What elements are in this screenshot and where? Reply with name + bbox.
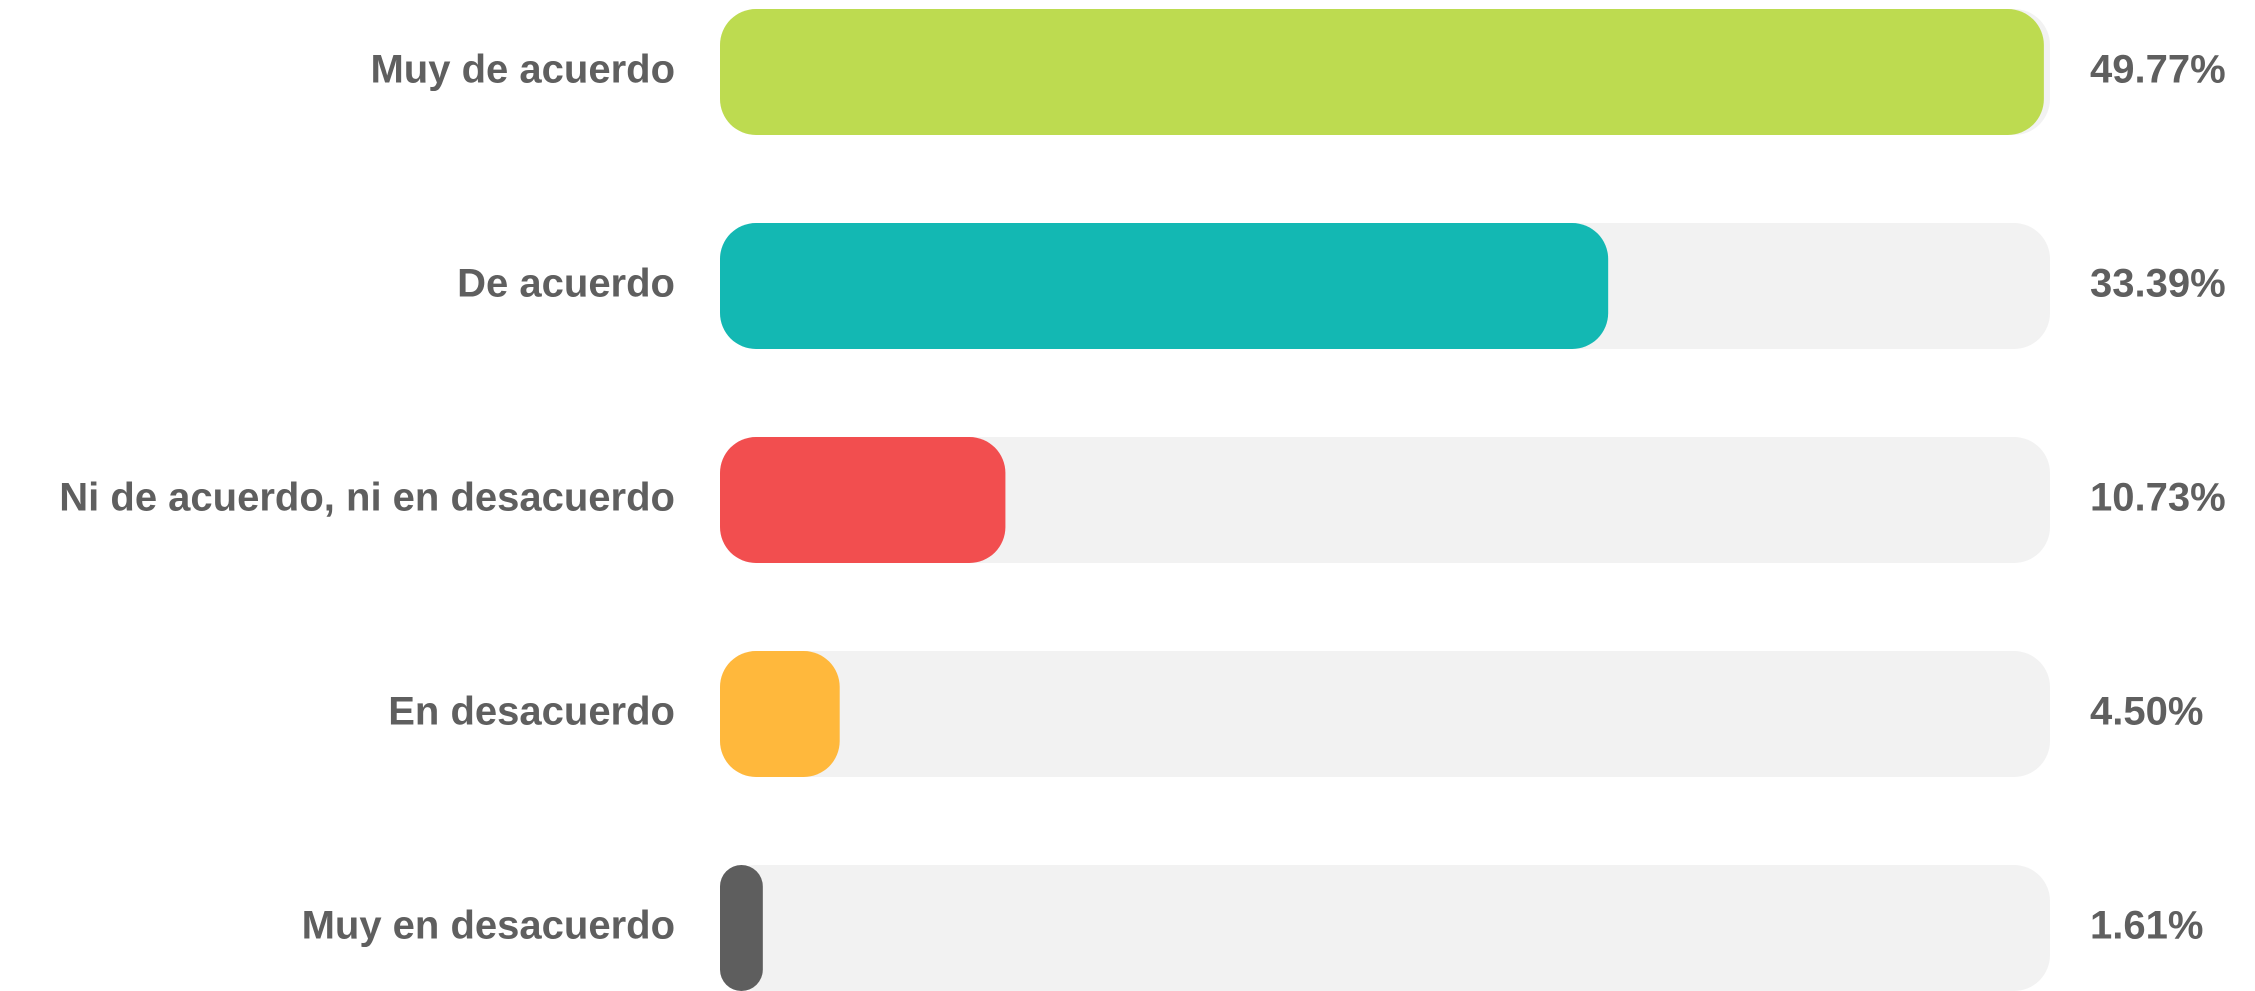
bar — [720, 223, 1609, 349]
category-label: Ni de acuerdo, ni en desacuerdo — [59, 476, 675, 520]
value-label: 10.73% — [2090, 476, 2226, 520]
bar — [720, 437, 1006, 563]
bar-track — [720, 865, 2050, 991]
value-label: 49.77% — [2090, 48, 2226, 92]
bar — [720, 865, 763, 991]
category-label: De acuerdo — [457, 262, 675, 306]
category-label: En desacuerdo — [388, 690, 675, 734]
bar — [720, 9, 2044, 135]
bar — [720, 651, 840, 777]
category-label: Muy en desacuerdo — [302, 904, 675, 948]
category-label: Muy de acuerdo — [370, 48, 675, 92]
value-label: 33.39% — [2090, 262, 2226, 306]
bar-track — [720, 437, 2050, 563]
value-label: 4.50% — [2090, 690, 2203, 734]
value-label: 1.61% — [2090, 904, 2203, 948]
bar-track — [720, 651, 2050, 777]
